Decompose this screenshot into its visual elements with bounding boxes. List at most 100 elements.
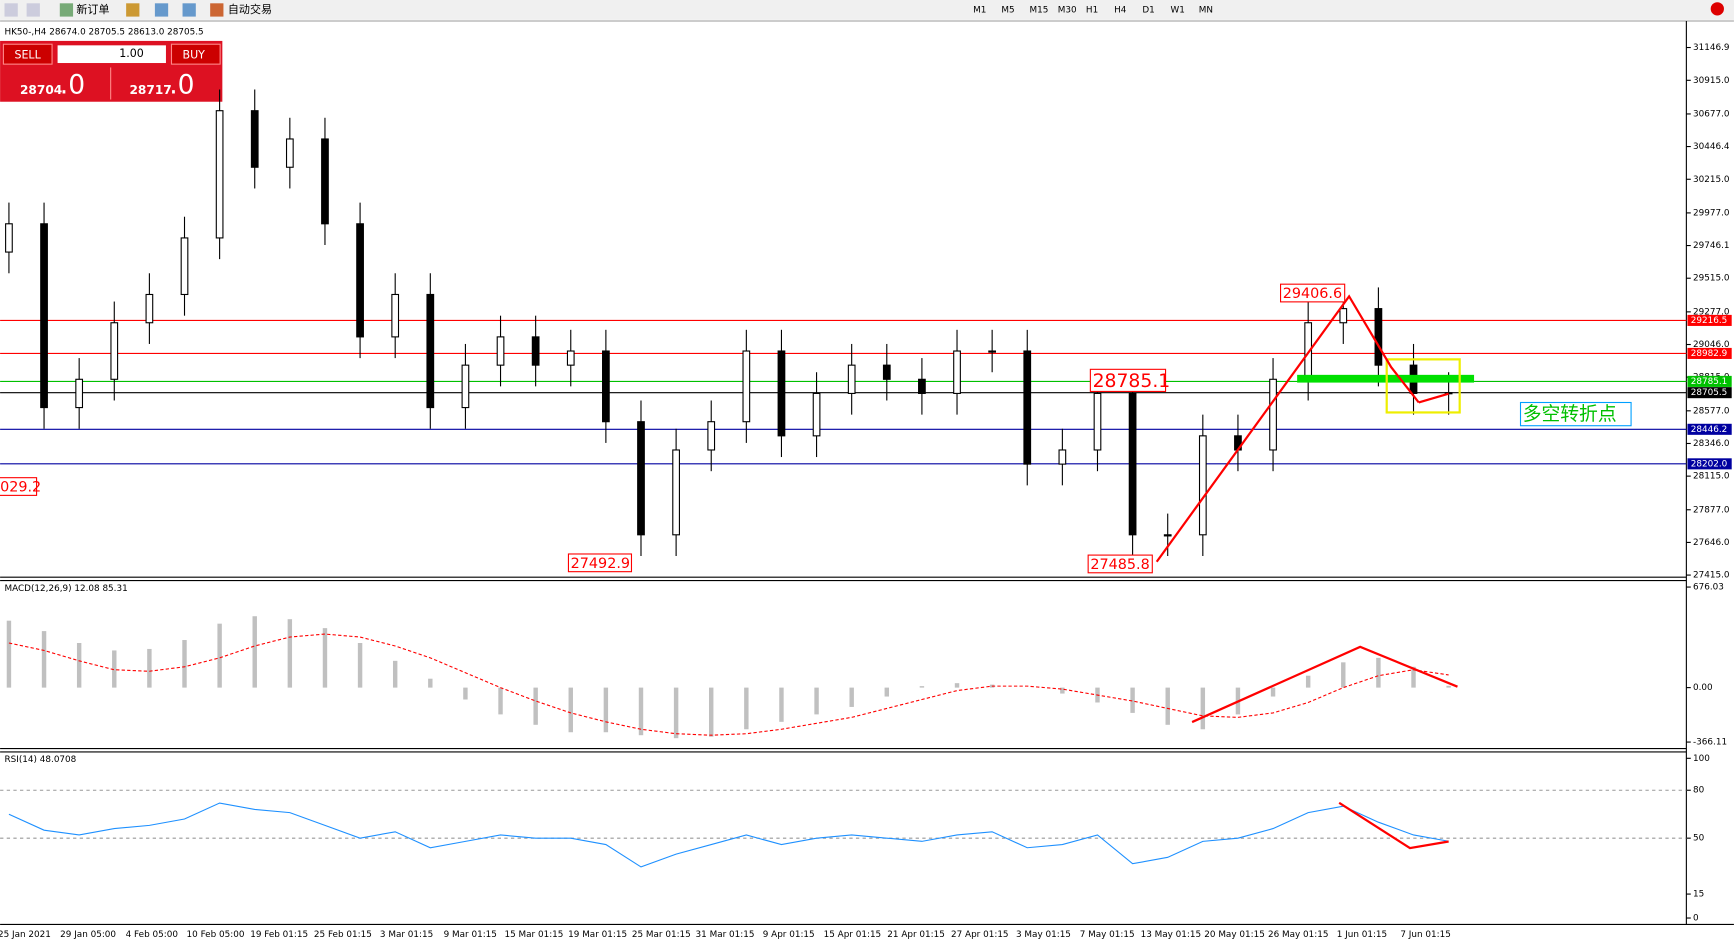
annotation: 029.2 <box>0 480 41 496</box>
icon[interactable] <box>182 3 196 17</box>
buy-button[interactable] <box>170 43 221 65</box>
candle-body <box>1128 392 1137 536</box>
annotation: 29406.6 <box>1283 286 1342 302</box>
x-tick-label: 20 May 01:15 <box>1204 930 1265 940</box>
notification[interactable] <box>1710 2 1724 16</box>
highlight-box <box>1385 358 1461 414</box>
y-tick-label: 30446.4 <box>1693 142 1730 152</box>
candle-body <box>1269 378 1277 451</box>
macd-bar <box>533 687 538 725</box>
y-tick-label: 29746.1 <box>1693 241 1730 251</box>
macd-bar <box>1305 675 1311 688</box>
candle-body <box>1023 350 1032 465</box>
x-tick-label: 9 Mar 01:15 <box>444 930 497 940</box>
icon[interactable] <box>126 3 140 17</box>
candle-body <box>391 293 400 338</box>
x-tick-label: 21 Apr 01:15 <box>887 930 945 940</box>
candle-body <box>75 378 84 409</box>
candle-body <box>882 364 891 380</box>
icon[interactable] <box>59 3 74 17</box>
y-tick-label: 100 <box>1693 754 1710 764</box>
price-tag-label: 28982.9 <box>1691 349 1728 359</box>
macd-arrow <box>1191 645 1458 724</box>
macd-bar <box>463 687 468 700</box>
signal-line <box>8 633 1449 736</box>
macd-bar <box>147 648 152 688</box>
x-tick-label: 25 Mar 01:15 <box>632 930 691 940</box>
bid-frac[interactable]: .0 <box>60 70 85 101</box>
x-tick-label: 3 Mar 01:15 <box>380 930 433 940</box>
candle-body <box>1058 449 1067 465</box>
price-tag <box>1687 387 1732 399</box>
y-tick-label: 80 <box>1693 786 1705 796</box>
y-tick-label: 30215.0 <box>1693 175 1730 185</box>
annotation: 27492.9 <box>571 556 630 572</box>
bid-main[interactable]: 28704 <box>20 83 62 97</box>
macd-bar <box>357 642 363 688</box>
y-tick-label: 30677.0 <box>1693 109 1730 119</box>
icon[interactable] <box>210 3 224 17</box>
timeframe[interactable]: M1 <box>973 5 986 15</box>
rsi-title: RSI(14) 48.0708 <box>5 755 77 765</box>
macd-title: MACD(12,26,9) 12.08 85.31 <box>5 584 128 594</box>
annotation: 28785.1 <box>1093 371 1171 392</box>
x-tick-label: 29 Jan 05:00 <box>60 930 116 940</box>
macd-bar <box>41 631 47 688</box>
new-order[interactable]: 新订单 <box>76 2 109 16</box>
macd-bar <box>498 687 503 715</box>
macd-bar <box>814 687 819 715</box>
lot-input[interactable] <box>57 45 166 64</box>
x-tick-label: 3 May 01:15 <box>1016 930 1071 940</box>
y-tick-label: 30915.0 <box>1693 76 1730 86</box>
annotation-box <box>1280 283 1346 303</box>
icon[interactable] <box>154 3 169 17</box>
sell-label[interactable]: SELL <box>14 48 41 61</box>
rsi-line <box>8 802 1449 868</box>
y-tick-label: 29046.0 <box>1693 340 1730 350</box>
candle-body <box>1093 392 1102 451</box>
price-tag <box>1687 314 1732 326</box>
y-tick-label: 29515.0 <box>1693 274 1730 284</box>
ask-main[interactable]: 28717 <box>129 83 171 97</box>
candle-body <box>461 364 470 409</box>
auto-trading[interactable]: 自动交易 <box>228 2 272 16</box>
timeframe[interactable]: D1 <box>1142 5 1154 15</box>
sell-button[interactable] <box>2 43 53 65</box>
annotation-box <box>0 477 38 496</box>
trend-arrow <box>1418 392 1449 404</box>
x-tick-label: 27 Apr 01:15 <box>951 930 1009 940</box>
price-tag <box>1687 423 1732 435</box>
x-tick-label: 13 May 01:15 <box>1141 930 1202 940</box>
macd-bar <box>76 642 82 688</box>
price-tag <box>1687 458 1732 470</box>
y-tick-label: 0.00 <box>1693 683 1713 693</box>
price-tag <box>1687 375 1732 387</box>
macd-bar <box>709 687 714 737</box>
timeframe[interactable]: M30 <box>1058 5 1077 15</box>
candle-body <box>637 421 645 536</box>
timeframe[interactable]: M5 <box>1001 5 1014 15</box>
macd-bar <box>217 623 222 688</box>
candle-body <box>953 350 961 394</box>
timeframe[interactable]: H4 <box>1114 5 1127 15</box>
ask-frac[interactable]: .0 <box>169 70 194 101</box>
macd-bar <box>1446 685 1451 688</box>
macd-bar <box>1270 687 1276 697</box>
candle-body <box>742 350 751 423</box>
x-tick-label: 7 Jun 01:15 <box>1400 930 1450 940</box>
timeframe[interactable]: W1 <box>1171 5 1185 15</box>
y-tick-label: 28115.0 <box>1693 472 1730 482</box>
macd-bar <box>252 616 257 688</box>
buy-label[interactable]: BUY <box>183 48 206 61</box>
candle-body <box>5 223 13 253</box>
timeframe[interactable]: H1 <box>1086 5 1098 15</box>
candle-body <box>145 293 154 324</box>
timeframe[interactable]: MN <box>1199 5 1213 15</box>
timeframe[interactable]: M15 <box>1030 5 1049 15</box>
candle-body <box>566 350 575 366</box>
candle-body <box>356 223 364 338</box>
icon[interactable] <box>4 3 18 17</box>
lot[interactable]: 1.00 <box>119 47 144 60</box>
icon[interactable] <box>26 3 40 17</box>
candle-body <box>426 293 435 409</box>
